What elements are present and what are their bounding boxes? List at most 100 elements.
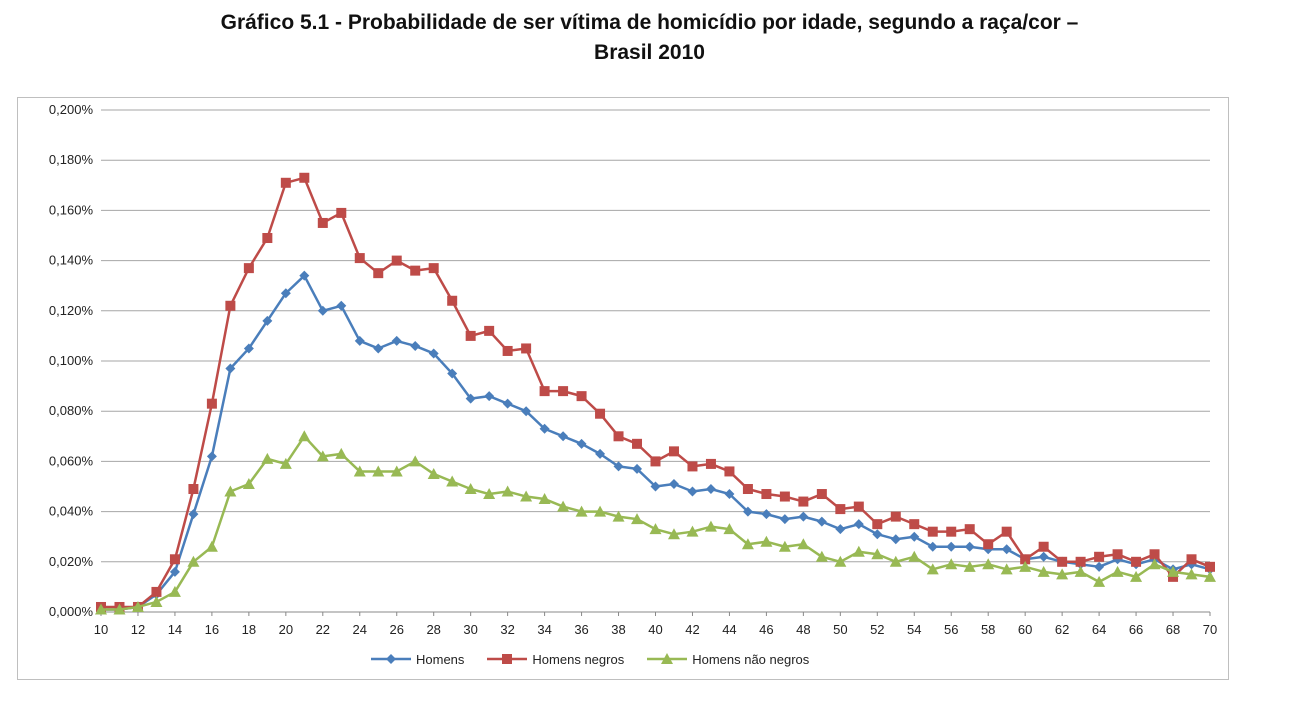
data-point-homens-nao-negros xyxy=(390,465,403,477)
data-point-homens-nao-negros xyxy=(1204,570,1216,582)
data-point-homens-nao-negros xyxy=(926,563,939,575)
data-point-homens-negros xyxy=(595,408,606,419)
data-point-homens-nao-negros xyxy=(575,505,588,517)
x-tick-label: 24 xyxy=(353,622,367,637)
y-tick-label: 0,020% xyxy=(49,554,94,569)
data-point-homens xyxy=(373,343,384,354)
data-point-homens-negros xyxy=(835,504,846,515)
data-point-homens-nao-negros xyxy=(224,485,237,497)
data-point-homens-negros xyxy=(853,501,864,512)
x-tick-label: 34 xyxy=(537,622,551,637)
data-point-homens-negros xyxy=(668,446,679,457)
data-point-homens-negros xyxy=(909,519,920,530)
data-point-homens-negros xyxy=(1205,561,1215,572)
chart-title-line-1: Gráfico 5.1 - Probabilidade de ser vítim… xyxy=(220,11,1079,34)
data-point-homens-negros xyxy=(243,263,254,274)
data-point-homens-nao-negros xyxy=(815,550,828,562)
data-point-homens xyxy=(761,509,772,520)
data-point-homens-negros xyxy=(539,386,550,397)
data-point-homens-negros xyxy=(816,489,827,500)
data-point-homens-nao-negros xyxy=(1019,560,1032,572)
data-point-homens-negros xyxy=(502,345,513,356)
data-point-homens xyxy=(169,566,180,577)
data-point-homens-negros xyxy=(299,172,310,183)
data-point-homens-negros xyxy=(650,456,661,467)
x-tick-label: 18 xyxy=(242,622,256,637)
data-point-homens xyxy=(909,531,920,542)
x-tick-label: 50 xyxy=(833,622,847,637)
data-point-homens-nao-negros xyxy=(982,558,995,570)
data-point-homens-negros xyxy=(927,526,938,537)
data-point-homens xyxy=(428,348,439,359)
data-point-homens xyxy=(835,524,846,535)
data-point-homens-negros xyxy=(391,255,402,266)
x-tick-label: 20 xyxy=(279,622,293,637)
data-point-homens-negros xyxy=(872,519,883,530)
data-point-homens xyxy=(890,534,901,545)
data-point-homens-nao-negros xyxy=(686,525,699,537)
legend-swatch-homens-negros xyxy=(487,654,528,664)
data-point-homens-nao-negros xyxy=(871,548,884,560)
x-tick-label: 14 xyxy=(168,622,182,637)
data-point-homens xyxy=(502,398,513,409)
x-tick-label: 46 xyxy=(759,622,773,637)
data-point-homens-negros xyxy=(964,524,975,535)
data-point-homens-nao-negros xyxy=(1056,568,1069,580)
y-tick-label: 0,000% xyxy=(49,604,94,619)
data-point-homens-negros xyxy=(410,265,421,276)
data-point-homens-nao-negros xyxy=(1167,565,1180,577)
data-point-homens-nao-negros xyxy=(501,485,514,497)
data-point-homens-negros xyxy=(521,343,532,354)
data-point-homens-nao-negros xyxy=(667,528,680,540)
data-point-homens-negros xyxy=(558,386,569,397)
x-tick-label: 38 xyxy=(611,622,625,637)
x-tick-label: 28 xyxy=(426,622,440,637)
data-point-homens-negros xyxy=(484,325,495,336)
data-point-homens-nao-negros xyxy=(113,603,126,615)
data-point-homens-nao-negros xyxy=(409,455,422,467)
x-tick-label: 70 xyxy=(1203,622,1217,637)
data-point-homens-negros xyxy=(1001,526,1012,537)
data-point-homens-negros xyxy=(225,300,236,311)
y-tick-label: 0,180% xyxy=(49,152,94,167)
x-tick-label: 58 xyxy=(981,622,995,637)
data-point-homens xyxy=(742,506,753,517)
data-point-homens-negros xyxy=(761,489,772,500)
data-point-homens-negros xyxy=(742,484,753,495)
x-tick-label: 32 xyxy=(500,622,514,637)
data-point-homens-negros xyxy=(613,431,624,442)
data-point-homens xyxy=(484,391,495,402)
legend-item-homens-negros: Homens negros xyxy=(486,652,624,667)
data-point-homens xyxy=(391,335,402,346)
data-point-homens xyxy=(410,340,421,351)
data-point-homens-negros xyxy=(336,207,347,218)
x-tick-label: 12 xyxy=(131,622,145,637)
data-point-homens xyxy=(558,431,569,442)
data-point-homens-negros xyxy=(206,398,217,409)
data-point-homens-nao-negros xyxy=(1185,568,1198,580)
data-point-homens-negros xyxy=(354,253,365,264)
data-point-homens-negros xyxy=(632,438,643,449)
legend-item-homens: Homens xyxy=(370,652,464,667)
x-tick-label: 56 xyxy=(944,622,958,637)
data-point-homens-nao-negros xyxy=(704,520,717,532)
data-point-homens xyxy=(447,368,458,379)
x-tick-label: 48 xyxy=(796,622,810,637)
x-tick-label: 36 xyxy=(574,622,588,637)
data-point-homens xyxy=(1001,544,1012,555)
data-point-homens xyxy=(650,481,661,492)
data-point-homens-nao-negros xyxy=(1093,575,1106,587)
data-point-homens-nao-negros xyxy=(1130,570,1143,582)
chart-title-line-2: Brasil 2010 xyxy=(594,41,705,64)
data-point-homens xyxy=(687,486,698,497)
data-point-homens-nao-negros xyxy=(1148,558,1161,570)
data-point-homens-negros xyxy=(705,458,716,469)
data-point-homens xyxy=(853,519,864,530)
x-tick-label: 54 xyxy=(907,622,921,637)
data-point-homens-nao-negros xyxy=(1074,565,1087,577)
legend-label-homens-negros: Homens negros xyxy=(532,651,625,667)
data-point-homens-negros xyxy=(687,461,698,472)
data-point-homens-negros xyxy=(1057,556,1068,567)
data-point-homens xyxy=(280,288,291,299)
data-point-homens xyxy=(521,406,532,417)
